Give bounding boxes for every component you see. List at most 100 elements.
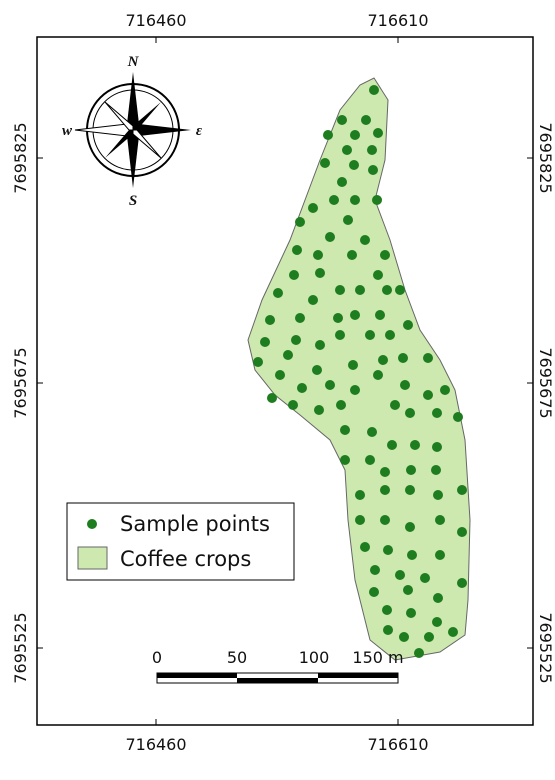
sample-point: [383, 545, 393, 555]
sample-point: [308, 295, 318, 305]
sample-point: [435, 515, 445, 525]
sample-point: [414, 648, 424, 658]
coord-label: 7695525: [11, 612, 30, 683]
sample-point: [323, 130, 333, 140]
sample-point: [405, 522, 415, 532]
sample-point: [343, 215, 353, 225]
sample-point: [355, 490, 365, 500]
scale-segment: [237, 678, 318, 683]
sample-point: [325, 232, 335, 242]
sample-point: [435, 550, 445, 560]
sample-point: [315, 340, 325, 350]
scale-label: 150 m: [352, 648, 403, 667]
sample-point: [387, 440, 397, 450]
coord-label: 716460: [125, 11, 186, 30]
sample-point: [405, 485, 415, 495]
compass: N ε S w: [62, 54, 203, 209]
sample-point: [335, 285, 345, 295]
sample-point: [347, 250, 357, 260]
sample-point: [432, 408, 442, 418]
coord-label: 716610: [367, 735, 428, 754]
sample-point: [315, 268, 325, 278]
sample-point: [380, 467, 390, 477]
scale-label: 50: [227, 648, 247, 667]
sample-point: [395, 570, 405, 580]
sample-point: [265, 315, 275, 325]
compass-point: [127, 130, 139, 188]
coord-label: 7695825: [11, 122, 30, 193]
compass-point: [104, 101, 134, 131]
sample-point: [288, 400, 298, 410]
sample-point: [432, 617, 442, 627]
scale-segment: [318, 673, 398, 678]
sample-point: [398, 353, 408, 363]
sample-point: [383, 625, 393, 635]
sample-point: [273, 288, 283, 298]
sample-point: [340, 455, 350, 465]
sample-point: [406, 465, 416, 475]
sample-point: [267, 393, 277, 403]
sample-point: [291, 335, 301, 345]
sample-point: [350, 310, 360, 320]
sample-point: [367, 427, 377, 437]
sample-point: [369, 85, 379, 95]
sample-point: [406, 608, 416, 618]
coord-label: 7695525: [536, 612, 555, 683]
scale-label: 100: [299, 648, 330, 667]
sample-point: [431, 465, 441, 475]
sample-point: [448, 627, 458, 637]
sample-point: [325, 380, 335, 390]
sample-point: [382, 285, 392, 295]
sample-point: [373, 370, 383, 380]
sample-point: [420, 573, 430, 583]
legend-label: Sample points: [120, 512, 270, 536]
sample-point: [295, 313, 305, 323]
sample-point: [423, 353, 433, 363]
sample-point: [403, 585, 413, 595]
sample-point: [314, 405, 324, 415]
sample-point: [407, 550, 417, 560]
sample-point: [360, 235, 370, 245]
sample-point: [385, 330, 395, 340]
sample-point: [457, 485, 467, 495]
sample-point: [432, 442, 442, 452]
sample-point: [329, 195, 339, 205]
sample-point: [403, 320, 413, 330]
sample-point: [457, 578, 467, 588]
sample-point: [390, 400, 400, 410]
scale-label: 0: [152, 648, 162, 667]
legend-label: Coffee crops: [120, 547, 251, 571]
sample-point: [350, 130, 360, 140]
sample-point: [337, 177, 347, 187]
sample-point: [342, 145, 352, 155]
sample-point: [350, 385, 360, 395]
scale-segment: [157, 673, 237, 678]
sample-point: [289, 270, 299, 280]
sample-point: [295, 217, 305, 227]
sample-point: [457, 527, 467, 537]
coord-label: 716610: [367, 11, 428, 30]
sample-point: [423, 390, 433, 400]
sample-points: [253, 85, 467, 658]
sample-point: [292, 245, 302, 255]
sample-point: [253, 357, 263, 367]
sample-point: [369, 587, 379, 597]
sample-point: [400, 380, 410, 390]
sample-point: [373, 128, 383, 138]
sample-point: [355, 285, 365, 295]
coordinate-ticks: 716460 716460 716610 716610 7695825 7695825 76…: [11, 11, 555, 754]
compass-point: [127, 72, 139, 130]
sample-point: [348, 360, 358, 370]
sample-point: [380, 485, 390, 495]
sample-point: [399, 632, 409, 642]
sample-point: [405, 408, 415, 418]
sample-point: [372, 195, 382, 205]
sample-point: [333, 313, 343, 323]
sample-point: [349, 160, 359, 170]
coord-label: 7695675: [11, 347, 30, 418]
sample-point: [380, 515, 390, 525]
coord-label: 7695825: [536, 122, 555, 193]
sample-point: [361, 115, 371, 125]
sample-point: [335, 330, 345, 340]
sample-point: [320, 158, 330, 168]
